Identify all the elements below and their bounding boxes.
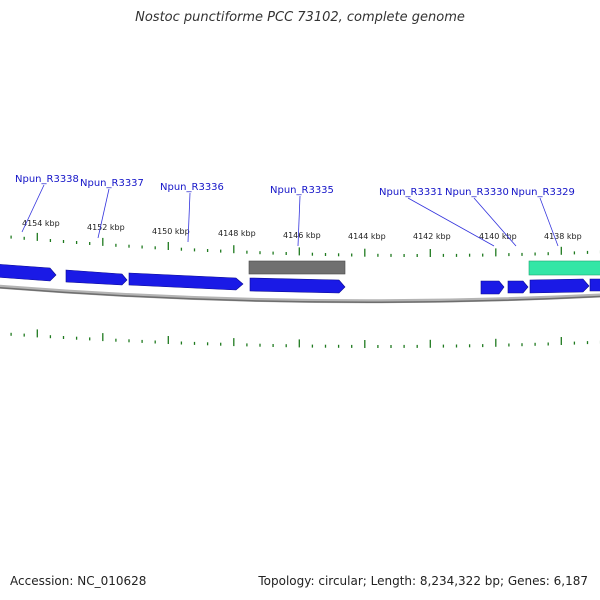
tick-label-group: 4154 kbp 4152 kbp 4150 kbp 4148 kbp 4146… — [22, 219, 582, 241]
outer-gene-track — [0, 260, 600, 295]
outer-tick-track — [10, 232, 600, 257]
gene-label-Npun_R3329[interactable]: Npun_R3329 — [511, 187, 575, 198]
tick-label-4140: 4140 kbp — [479, 232, 517, 241]
genome-backbone-shadow — [0, 287, 600, 303]
tick-label-4154: 4154 kbp — [22, 219, 60, 228]
genome-title: Nostoc punctiforme PCC 73102, complete g… — [135, 10, 465, 25]
gene-label-Npun_R3337[interactable]: Npun_R3337 — [80, 178, 144, 189]
tick-label-4144: 4144 kbp — [348, 232, 386, 241]
gene-label-Npun_R3335[interactable]: Npun_R3335 — [270, 185, 334, 196]
gene-arrow-Npun_R3335[interactable] — [249, 277, 346, 294]
gene-label-group: Npun_R3338 Npun_R3337 Npun_R3336 Npun_R3… — [15, 174, 575, 198]
gene-label-leaders — [21, 184, 559, 247]
highlighted-gene-block[interactable] — [528, 260, 600, 276]
accession-text: Accession: NC_010628 — [10, 574, 147, 588]
genome-summary-text: Topology: circular; Length: 8,234,322 bp… — [258, 574, 588, 588]
gene-arrow[interactable] — [589, 278, 600, 292]
inner-tick-track — [10, 329, 600, 348]
gene-arrow-Npun_R3331[interactable] — [480, 280, 505, 295]
gene-label-Npun_R3330[interactable]: Npun_R3330 — [445, 187, 509, 198]
gene-arrow[interactable] — [128, 272, 244, 291]
tick-label-4146: 4146 kbp — [283, 231, 321, 240]
gene-label-Npun_R3338[interactable]: Npun_R3338 — [15, 174, 79, 185]
gene-arrow-Npun_R3329[interactable] — [529, 278, 590, 294]
gene-arrow[interactable] — [0, 264, 57, 282]
tick-label-4142: 4142 kbp — [413, 232, 451, 241]
gene-label-Npun_R3331[interactable]: Npun_R3331 — [379, 187, 443, 198]
gene-label-Npun_R3336[interactable]: Npun_R3336 — [160, 182, 224, 193]
tick-label-4152: 4152 kbp — [87, 223, 125, 232]
gene-arrow-Npun_R3330[interactable] — [507, 280, 529, 294]
tick-label-4138: 4138 kbp — [544, 232, 582, 241]
tick-label-4150: 4150 kbp — [152, 227, 190, 236]
gene-arrow[interactable] — [65, 269, 128, 286]
genome-backbone — [0, 284, 600, 304]
rna-gene-block[interactable] — [248, 260, 346, 275]
tick-label-4148: 4148 kbp — [218, 229, 256, 238]
